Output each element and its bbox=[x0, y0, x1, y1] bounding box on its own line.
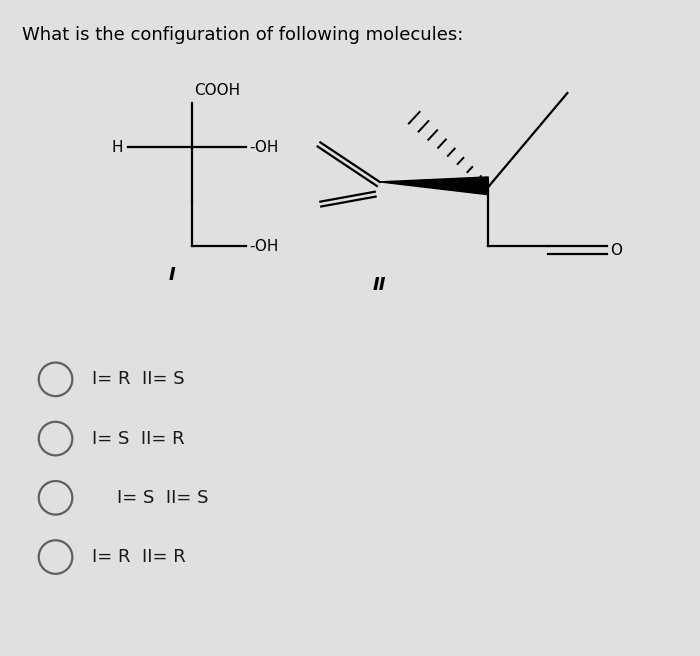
Text: I: I bbox=[169, 266, 176, 284]
Text: -OH: -OH bbox=[249, 239, 279, 254]
Text: I= S  II= R: I= S II= R bbox=[92, 430, 185, 447]
Polygon shape bbox=[379, 177, 489, 195]
Text: I= R  II= R: I= R II= R bbox=[92, 548, 186, 566]
Text: O: O bbox=[610, 243, 622, 258]
Text: COOH: COOH bbox=[194, 83, 240, 98]
Text: H: H bbox=[111, 140, 122, 155]
Text: -OH: -OH bbox=[249, 140, 279, 155]
Text: What is the configuration of following molecules:: What is the configuration of following m… bbox=[22, 26, 463, 44]
Text: II: II bbox=[373, 276, 386, 294]
Text: I= R  II= S: I= R II= S bbox=[92, 371, 185, 388]
Text: I= S  II= S: I= S II= S bbox=[117, 489, 209, 507]
